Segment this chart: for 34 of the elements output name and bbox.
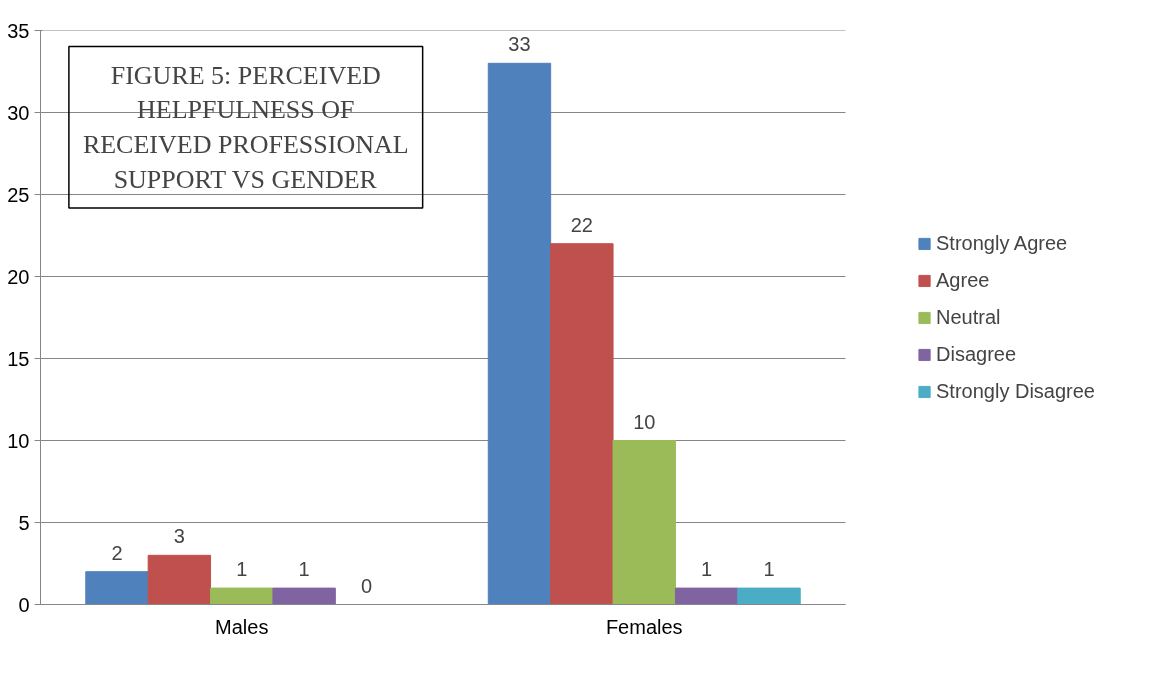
data-label: 2 bbox=[111, 541, 123, 564]
bar bbox=[612, 440, 676, 605]
y-tick-label: 25 bbox=[7, 183, 30, 206]
bar bbox=[272, 587, 336, 605]
data-label: 22 bbox=[570, 213, 593, 236]
y-tick-label: 5 bbox=[18, 511, 30, 534]
y-tick-label: 10 bbox=[7, 429, 30, 452]
legend-label: Agree bbox=[936, 268, 990, 292]
y-tick-label: 30 bbox=[7, 101, 30, 124]
legend-label: Strongly Agree bbox=[936, 231, 1068, 255]
x-tick-label: Females bbox=[605, 615, 683, 638]
data-label: 3 bbox=[173, 525, 185, 548]
data-label: 33 bbox=[508, 33, 531, 56]
data-label: 10 bbox=[633, 410, 656, 433]
y-tick-label: 20 bbox=[7, 265, 30, 288]
y-tick-label: 0 bbox=[18, 593, 30, 616]
data-label: 1 bbox=[763, 558, 775, 581]
bar bbox=[85, 571, 149, 605]
x-tick-label: Males bbox=[215, 615, 269, 638]
bar bbox=[147, 554, 212, 605]
y-tick-label: 35 bbox=[7, 19, 30, 42]
y-tick-label: 15 bbox=[7, 347, 30, 370]
bar bbox=[674, 587, 739, 605]
bar bbox=[487, 62, 552, 605]
bar bbox=[210, 587, 274, 605]
data-label: 0 bbox=[360, 574, 373, 597]
data-label: 1 bbox=[701, 558, 713, 581]
data-label: 1 bbox=[298, 558, 310, 581]
legend-label: Strongly Disagree bbox=[936, 379, 1095, 403]
legend-label: Disagree bbox=[936, 342, 1017, 366]
data-label: 1 bbox=[236, 558, 248, 581]
bar bbox=[737, 587, 801, 605]
bar bbox=[550, 243, 614, 605]
legend-label: Neutral bbox=[936, 305, 1001, 329]
